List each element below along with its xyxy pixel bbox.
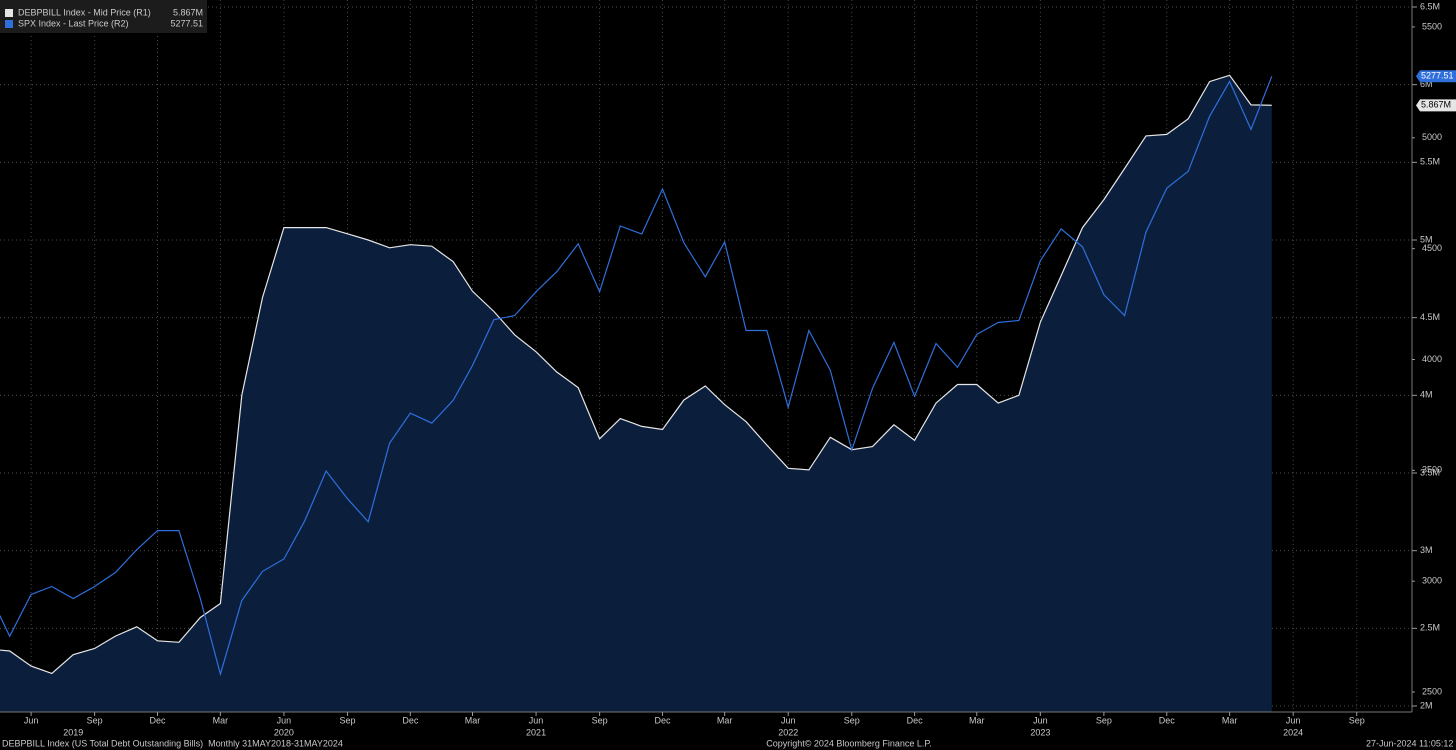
x-tick-label: Sep xyxy=(339,715,355,725)
legend-label: SPX Index - Last Price (R2) xyxy=(18,18,129,28)
y-tick-label: 5M xyxy=(1420,234,1433,244)
x-tick-label: Jun xyxy=(277,715,292,725)
y-tick-label: 5.5M xyxy=(1420,157,1440,167)
x-tick-label: Mar xyxy=(213,715,229,725)
x-tick-label: Dec xyxy=(149,715,166,725)
footer-center: Copyright© 2024 Bloomberg Finance L.P. xyxy=(766,738,932,748)
x-tick-label: Sep xyxy=(1096,715,1112,725)
y-tick-label: 4M xyxy=(1420,390,1433,400)
x-tick-label: Dec xyxy=(654,715,671,725)
x-tick-label: Dec xyxy=(1159,715,1176,725)
x-tick-label: Sep xyxy=(1349,715,1365,725)
legend-value: 5277.51 xyxy=(170,18,203,28)
y2-tick-label: 4000 xyxy=(1422,354,1442,364)
x-year-label: 2024 xyxy=(1283,727,1303,737)
legend-label: DEBPBILL Index - Mid Price (R1) xyxy=(18,7,151,17)
x-year-label: 2022 xyxy=(778,727,798,737)
x-tick-label: Mar xyxy=(1222,715,1238,725)
x-tick-label: Sep xyxy=(87,715,103,725)
x-year-label: 2019 xyxy=(63,727,83,737)
y-tick-label: 2M xyxy=(1420,700,1433,710)
y2-tick-label: 3000 xyxy=(1422,576,1442,586)
x-tick-label: Jun xyxy=(24,715,39,725)
y2-tick-label: 4500 xyxy=(1422,243,1442,253)
last-value-tag xyxy=(1416,70,1456,83)
x-tick-label: Dec xyxy=(402,715,419,725)
x-tick-label: Sep xyxy=(592,715,608,725)
footer-left: DEBPBILL Index (US Total Debt Outstandin… xyxy=(2,738,343,748)
y2-tick-label: 3500 xyxy=(1422,465,1442,475)
x-tick-label: Jun xyxy=(1033,715,1048,725)
y2-tick-label: 5000 xyxy=(1422,132,1442,142)
area-fill xyxy=(0,75,1272,712)
x-tick-label: Jun xyxy=(1286,715,1301,725)
x-tick-label: Dec xyxy=(907,715,924,725)
legend-swatch xyxy=(5,20,13,28)
axes: Jun Sep Dec Mar Jun Sep Dec Mar Jun Sep Dec Mar Jun S… xyxy=(24,1,1456,737)
x-year-label: 2023 xyxy=(1030,727,1050,737)
plot-area xyxy=(0,0,1412,712)
y-tick-label: 6.5M xyxy=(1420,1,1440,11)
y-tick-label: 3.5M xyxy=(1420,467,1440,477)
x-year-label: 2021 xyxy=(526,727,546,737)
y-tick-label: 6M xyxy=(1420,79,1433,89)
footer-right: 27-Jun-2024 11:05:12 xyxy=(1366,738,1453,748)
x-tick-label: Jun xyxy=(781,715,796,725)
y-tick-label: 2.5M xyxy=(1420,623,1440,633)
legend: DEBPBILL Index - Mid Price (R1) 5.867M SPX… xyxy=(0,0,207,33)
last-value-tag xyxy=(1416,99,1456,112)
x-tick-label: Mar xyxy=(717,715,733,725)
y2-tick-label: 5500 xyxy=(1422,21,1442,31)
series-line xyxy=(0,74,1272,675)
y-tick-label: 4.5M xyxy=(1420,312,1440,322)
legend-box xyxy=(0,0,207,33)
x-tick-label: Sep xyxy=(844,715,860,725)
x-year-label: 2020 xyxy=(274,727,294,737)
y-tick-label: 3M xyxy=(1420,545,1433,555)
x-tick-label: Mar xyxy=(969,715,985,725)
x-tick-label: Jun xyxy=(529,715,544,725)
last-value-label: 5277.51 xyxy=(1421,71,1454,81)
legend-swatch xyxy=(5,9,13,17)
legend-value: 5.867M xyxy=(173,7,203,17)
last-value-label: 5.867M xyxy=(1421,100,1451,110)
x-tick-label: Mar xyxy=(465,715,481,725)
series-line xyxy=(0,76,1273,677)
y2-tick-label: 2500 xyxy=(1422,686,1442,696)
